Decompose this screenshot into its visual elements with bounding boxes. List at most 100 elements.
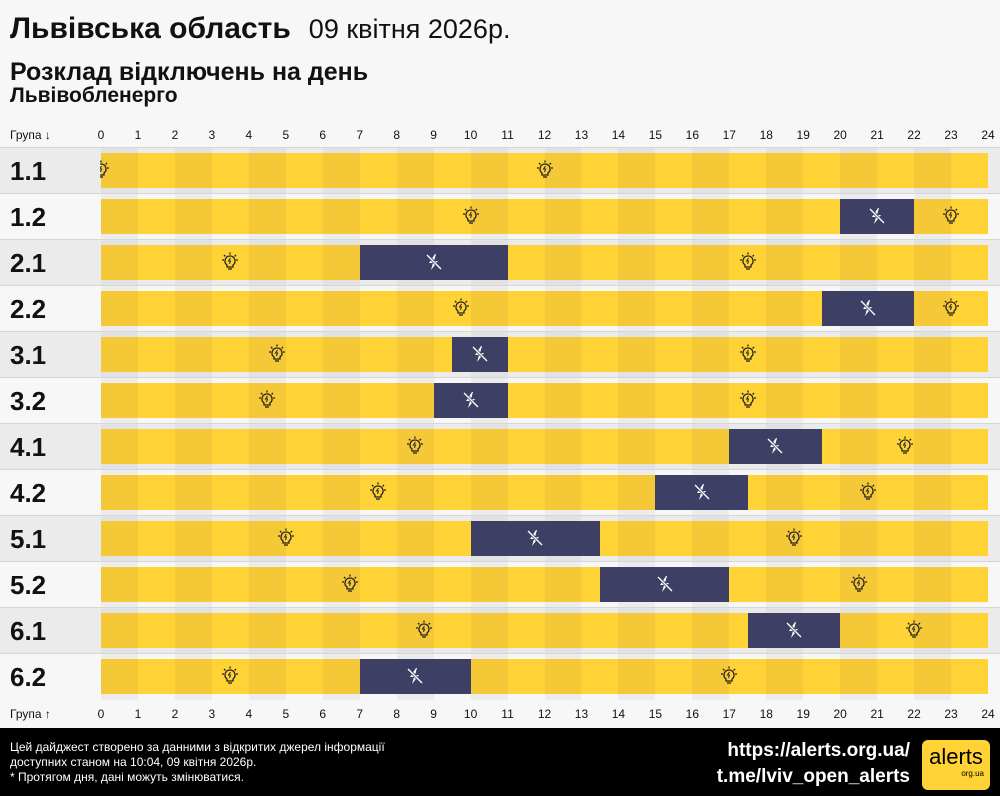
telegram-link[interactable]: t.me/lviv_open_alerts <box>716 766 910 787</box>
power-on-segment <box>396 199 435 234</box>
power-on-segment <box>433 613 472 648</box>
lightbulb-icon <box>220 252 240 272</box>
power-on-segment <box>433 153 472 188</box>
group-row: 4.2 <box>0 469 1000 516</box>
hour-tick: 24 <box>981 128 995 142</box>
lightbulb-icon <box>858 482 878 502</box>
subtitle: Розклад відключень на день <box>10 58 369 86</box>
company: Львівобленерго <box>10 84 178 107</box>
power-on-segment <box>803 245 841 280</box>
power-on-segment <box>470 199 509 234</box>
power-on-segment <box>285 567 324 602</box>
hour-tick: 22 <box>907 128 921 142</box>
power-on-segment <box>396 613 435 648</box>
group-label: Група ↓ <box>10 128 51 142</box>
power-on-segment <box>840 659 878 694</box>
power-on-segment <box>137 383 176 418</box>
power-on-segment <box>840 429 878 464</box>
lightbulb-icon <box>414 620 434 640</box>
power-on-segment <box>803 521 841 556</box>
group-row: 2.2 <box>0 285 1000 332</box>
power-on-segment <box>729 567 767 602</box>
hour-tick: 24 <box>981 707 995 721</box>
power-on-segment <box>248 337 287 372</box>
power-on-segment <box>914 659 952 694</box>
power-on-segment <box>951 521 989 556</box>
power-on-segment <box>470 659 509 694</box>
hour-tick: 15 <box>648 707 663 721</box>
power-on-segment <box>692 291 730 326</box>
power-on-segment <box>137 659 176 694</box>
power-on-segment <box>359 567 398 602</box>
power-on-segment <box>840 337 878 372</box>
power-on-segment <box>248 659 287 694</box>
power-on-segment <box>655 613 693 648</box>
power-on-segment <box>174 383 213 418</box>
power-on-segment <box>507 567 545 602</box>
power-on-segment <box>840 475 878 510</box>
power-on-segment <box>951 337 989 372</box>
power-on-segment <box>655 153 693 188</box>
group-name: 6.1 <box>0 608 100 654</box>
power-on-segment <box>877 521 915 556</box>
group-name: 2.1 <box>0 240 100 286</box>
power-on-segment <box>544 659 582 694</box>
lightbulb-icon <box>738 252 758 272</box>
lightbulb-icon <box>405 436 425 456</box>
power-on-segment <box>211 567 250 602</box>
power-on-segment <box>766 383 804 418</box>
power-on-segment <box>359 613 398 648</box>
logo-sub: org.ua <box>961 769 984 778</box>
power-on-segment <box>137 567 176 602</box>
power-on-segment <box>174 199 213 234</box>
hour-tick: 9 <box>430 707 437 721</box>
power-on-segment <box>692 521 730 556</box>
hour-tick: 22 <box>907 707 921 721</box>
hour-tick: 1 <box>134 707 142 721</box>
power-on-segment <box>359 291 398 326</box>
power-on-segment <box>174 245 213 280</box>
power-on-segment <box>322 659 361 694</box>
power-on-segment <box>433 475 472 510</box>
group-name: 1.1 <box>0 148 100 194</box>
power-on-segment <box>951 153 989 188</box>
logo-text: alerts <box>929 744 983 769</box>
power-on-segment <box>211 337 250 372</box>
power-on-segment <box>174 567 213 602</box>
power-on-segment <box>507 199 545 234</box>
power-on-segment <box>803 567 841 602</box>
power-on-segment <box>359 153 398 188</box>
power-on-segment <box>174 153 213 188</box>
group-name: 5.2 <box>10 570 47 600</box>
hour-tick: 10 <box>463 707 478 721</box>
lightbulb-icon <box>267 344 287 364</box>
power-on-segment <box>248 291 287 326</box>
power-on-segment <box>877 383 915 418</box>
schedule-grid: 1.1 1.2 2.1 2.2 3.1 3.2 4.1 4.2 5.1 5.2 6.1 6.2 <box>0 147 1000 700</box>
power-on-segment <box>840 153 878 188</box>
power-on-segment <box>248 245 287 280</box>
no-power-icon <box>655 574 675 594</box>
group-row: 5.1 <box>0 515 1000 562</box>
no-power-icon <box>784 620 804 640</box>
hour-tick: 18 <box>759 128 773 142</box>
power-on-segment <box>101 383 139 418</box>
power-on-segment <box>507 153 545 188</box>
note-line: Цей дайджест створено за данними з відкр… <box>10 740 385 754</box>
hour-tick: 2 <box>171 707 179 721</box>
hour-tick: 7 <box>356 128 364 142</box>
group-name: 2.2 <box>10 294 47 324</box>
site-link[interactable]: https://alerts.org.ua/ <box>727 740 910 761</box>
lightbulb-icon <box>738 390 758 410</box>
power-on-segment <box>248 613 287 648</box>
power-on-segment <box>285 659 324 694</box>
power-on-segment <box>692 337 730 372</box>
power-on-segment <box>766 153 804 188</box>
power-on-segment <box>618 475 656 510</box>
power-on-segment <box>581 337 619 372</box>
power-on-segment <box>618 245 656 280</box>
power-on-segment <box>877 613 915 648</box>
lightbulb-icon <box>719 666 739 686</box>
region: Львівська область <box>10 12 291 45</box>
power-on-segment <box>951 475 989 510</box>
